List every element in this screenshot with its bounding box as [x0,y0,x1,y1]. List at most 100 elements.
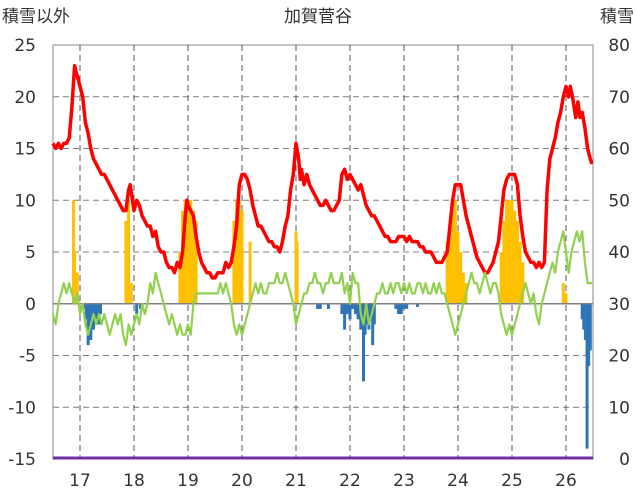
left-axis-ticks: 25 20 15 10 5 0 -5 -10 -15 [8,36,36,470]
bar-positive [75,272,79,304]
bar-positive [561,283,565,304]
x-tick-label: 18 [123,471,145,491]
bar-positive [445,241,449,304]
x-tick-label: 19 [177,471,199,491]
bar-positive [518,241,522,304]
right-tick-label: 40 [608,243,630,263]
bar-positive [453,200,457,304]
bar-negative [397,303,401,315]
left-tick-label: 15 [14,140,36,160]
x-tick-label: 17 [69,471,91,491]
bar-negative [138,303,142,309]
bar-negative [340,303,344,315]
bar-positive [240,210,244,304]
x-tick-label: 21 [285,471,307,491]
bar-negative [394,303,398,309]
left-tick-label: 0 [25,295,36,315]
x-tick-label: 23 [393,471,415,491]
bar-positive [237,200,241,304]
bar-positive [505,200,509,304]
bar-positive [191,210,195,304]
bar-positive [451,210,455,304]
bar-negative [402,303,406,309]
left-tick-label: 20 [14,88,36,108]
bar-positive [456,231,460,304]
bar-negative [84,303,88,320]
bar-negative [316,303,320,309]
bar-positive [124,220,128,304]
bar-negative [588,303,592,351]
bar-negative [345,303,349,315]
bar-positive [461,272,465,304]
right-tick-label: 20 [608,347,630,367]
x-tick-label: 20 [231,471,253,491]
left-tick-label: -10 [8,398,36,418]
bar-positive [564,293,568,304]
bar-negative [585,303,589,449]
right-tick-label: 10 [608,398,630,418]
bar-negative [587,303,591,366]
bar-negative [371,303,375,346]
right-tick-label: 30 [608,295,630,315]
bar-positive [515,220,519,304]
bar-positive [448,220,452,304]
bar-negative [582,303,586,330]
bar-negative [405,303,409,309]
left-tick-label: 5 [25,243,36,263]
bar-positive [248,241,252,304]
left-tick-label: -15 [8,450,36,470]
bar-positive [499,252,503,304]
bar-positive [521,262,525,304]
bar-negative [99,303,103,315]
right-tick-label: 60 [608,140,630,160]
right-axis-ticks: 80 70 60 50 40 30 20 10 0 [608,36,630,470]
bar-positive [183,200,187,304]
bar-positive [235,200,239,304]
bar-negative [135,303,139,315]
bar-positive [513,210,517,304]
bar-positive [502,220,506,304]
bar-negative [362,303,365,382]
other-series-line [51,230,592,347]
right-tick-label: 70 [608,88,630,108]
chart-title: 加賀菅谷 [284,7,352,27]
bar-positive [127,200,131,304]
bar-negative [343,303,347,330]
bar-positive [73,252,77,304]
x-axis-ticks: 17 18 19 20 21 22 23 24 25 26 [69,471,577,491]
right-tick-label: 0 [619,450,630,470]
left-tick-label: 25 [14,36,36,56]
left-tick-label: -5 [19,347,36,367]
left-tick-label: 10 [14,191,36,211]
x-tick-label: 25 [501,471,523,491]
bar-negative [86,303,90,346]
right-axis-title: 積雪 [600,7,634,27]
x-tick-label: 24 [447,471,469,491]
bar-negative [318,303,322,309]
right-tick-label: 50 [608,191,630,211]
x-tick-label: 22 [339,471,361,491]
bar-positive [459,252,463,304]
bar-negative [372,303,376,325]
left-axis-title: 積雪以外 [2,7,70,27]
x-tick-label: 26 [555,471,577,491]
bar-positive [194,220,198,304]
bar-negative [416,303,419,307]
bar-positive [510,200,514,304]
bar-positive [178,252,182,304]
bar-negative [326,303,330,309]
bar-negative [583,303,587,340]
bar-negative [356,303,360,320]
bar-positive [186,200,190,304]
vertical-gridlines [79,45,567,459]
line-series [51,63,594,347]
snow-depth-line [51,63,594,280]
bar-positive [507,200,511,304]
bar-positive [129,283,133,304]
bar-positive [232,220,236,304]
bar-negative [580,303,584,320]
bar-negative [351,303,355,309]
bar-negative [369,303,373,320]
bar-negative [353,303,357,315]
